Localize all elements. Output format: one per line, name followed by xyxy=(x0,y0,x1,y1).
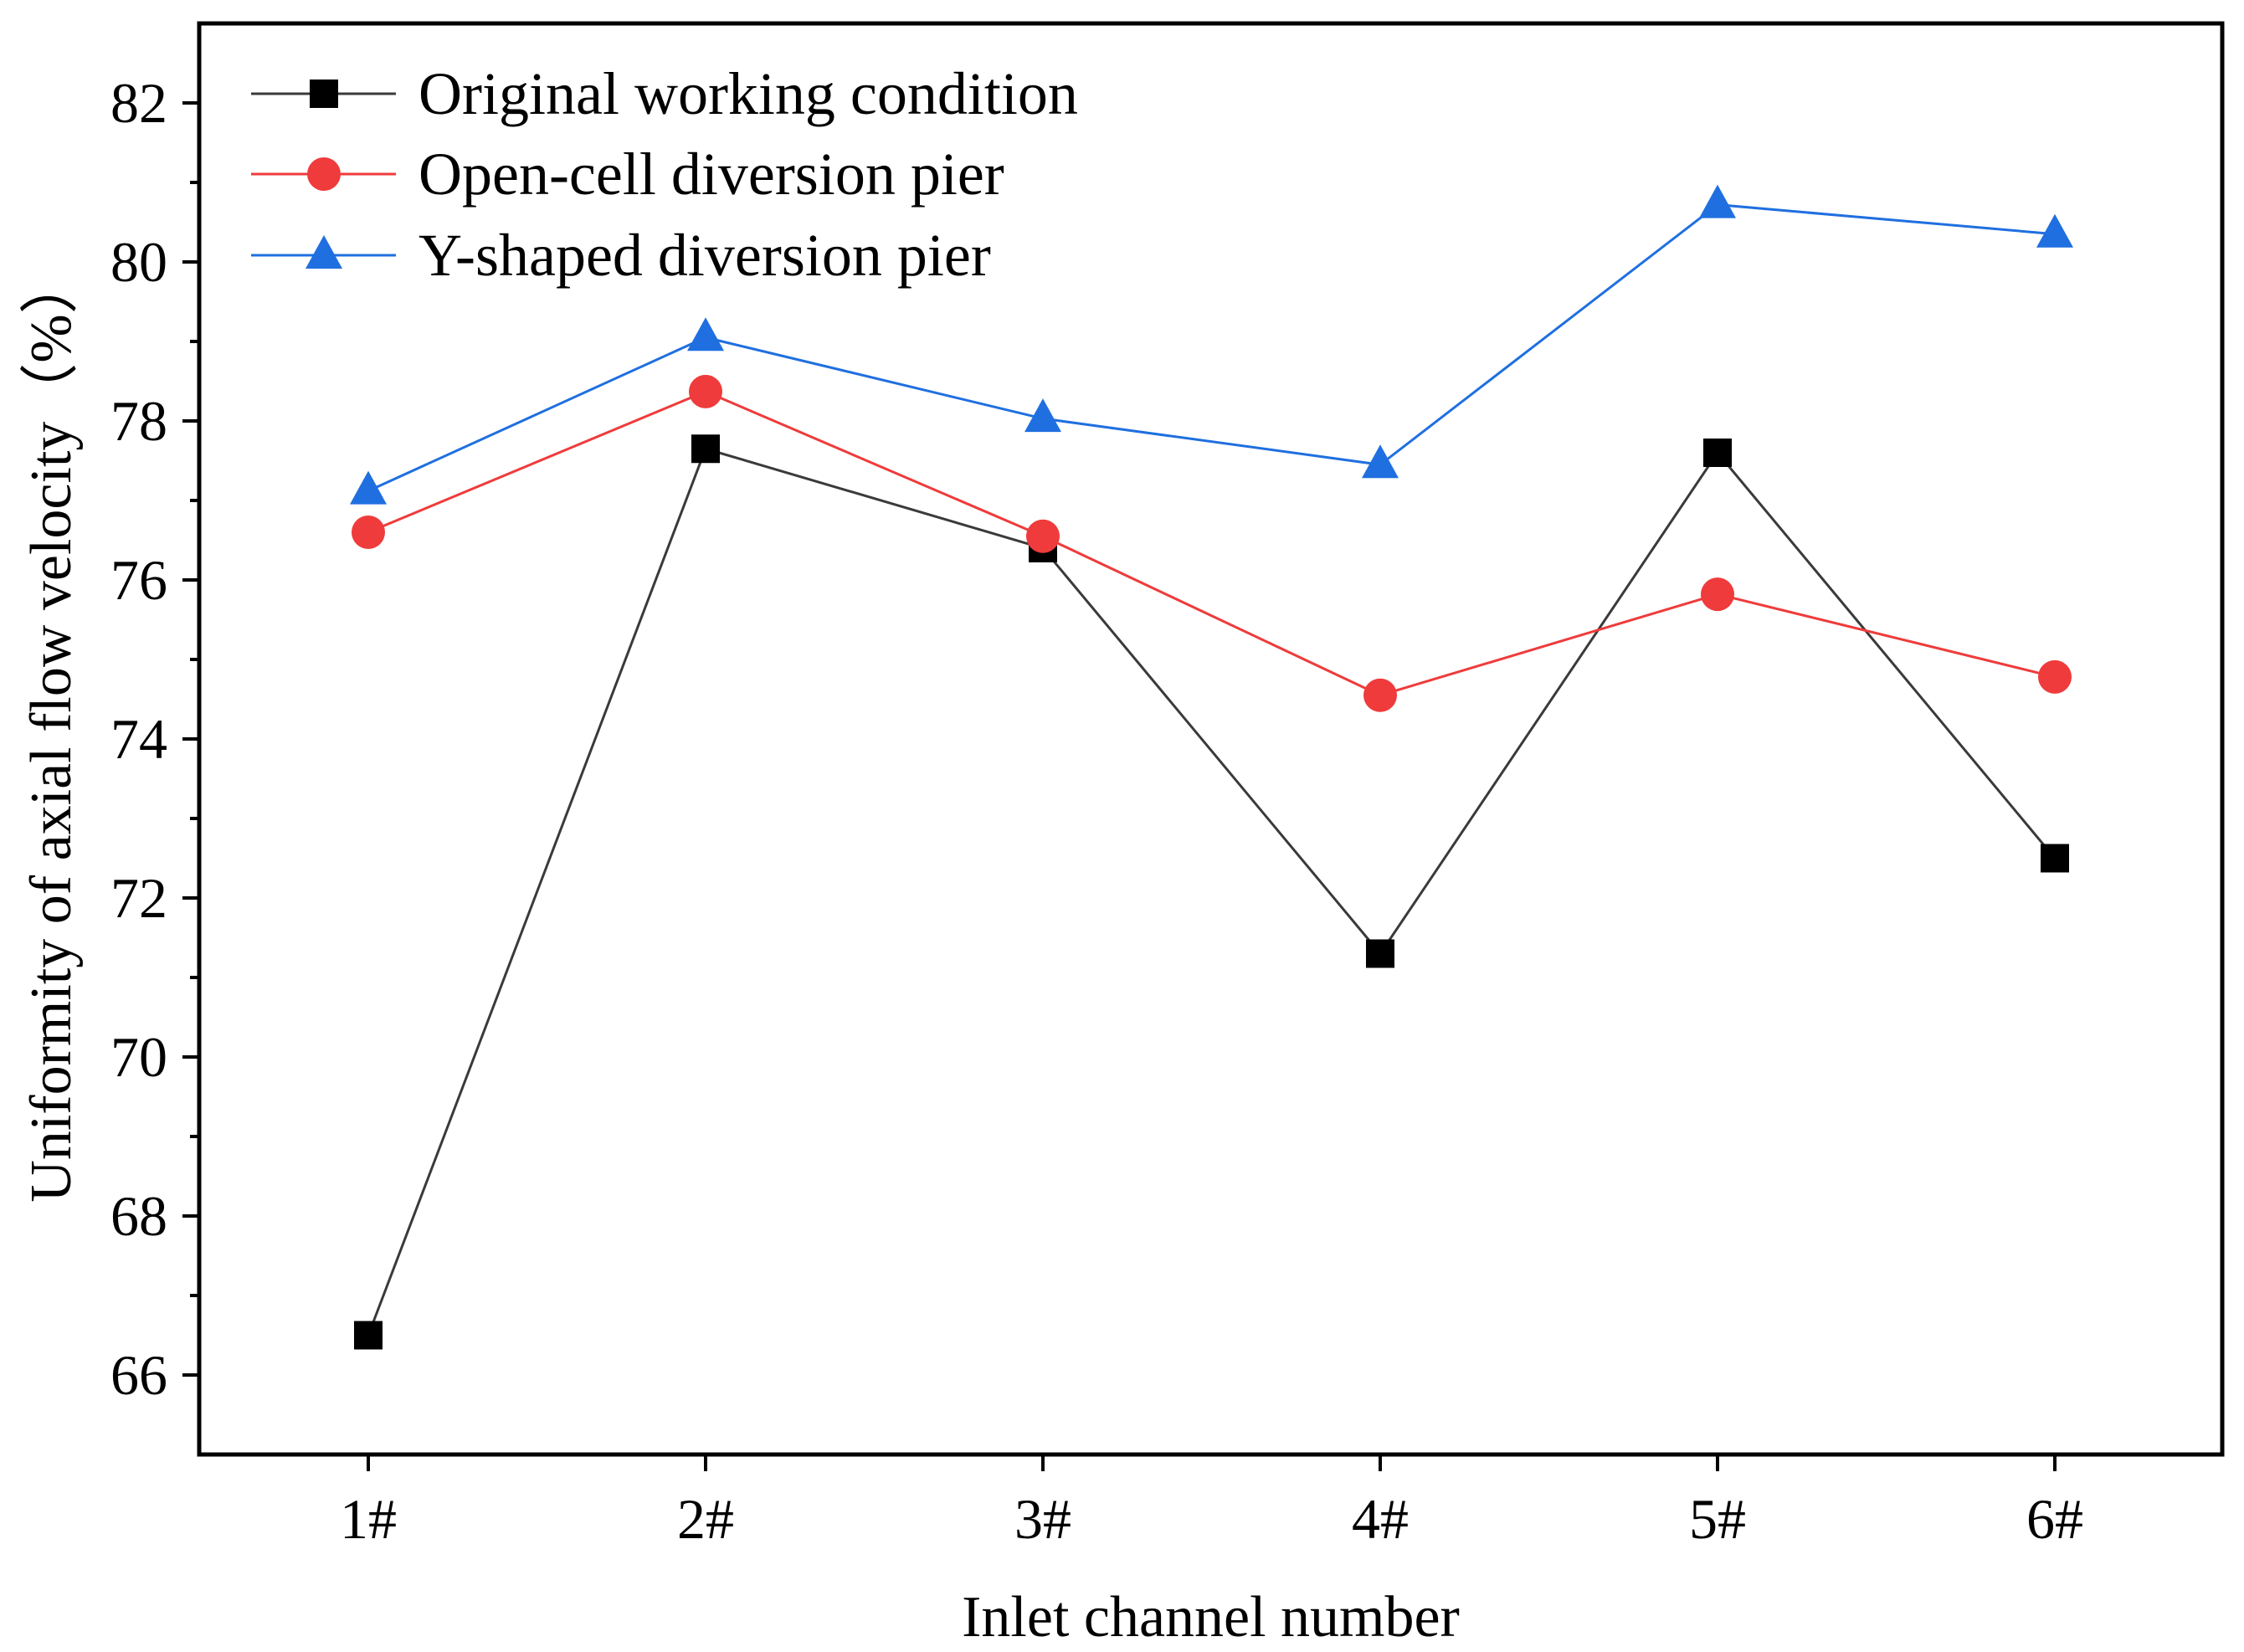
y-tick-label: 68 xyxy=(110,1184,167,1248)
legend: Original working condition Open-cell dive… xyxy=(251,60,1078,289)
data-point-2-5 xyxy=(1701,577,1734,612)
plot-frame xyxy=(197,21,2225,1457)
series-lines xyxy=(367,203,2057,1336)
legend-marker-1 xyxy=(310,80,338,108)
data-point-2-1 xyxy=(352,516,385,549)
series-line-1 xyxy=(367,447,2057,1336)
series-markers xyxy=(350,184,2073,1350)
data-point-1-2 xyxy=(691,434,720,464)
x-tick-label: 2# xyxy=(677,1487,734,1551)
series-line-2 xyxy=(367,390,2056,697)
data-point-1-1 xyxy=(354,1321,383,1350)
legend-marker-2 xyxy=(307,157,341,191)
data-point-3-4 xyxy=(1362,444,1399,479)
x-tick-label: 3# xyxy=(1014,1487,1071,1551)
x-axis-ticks: 1# 2# 3# 4# 5# 6# xyxy=(340,1454,2083,1551)
x-tick-label: 1# xyxy=(340,1487,397,1551)
data-point-3-3 xyxy=(1024,398,1061,433)
data-point-1-5 xyxy=(1703,439,1732,467)
y-axis-title: Uniformity of axial flow velocity（%） xyxy=(19,255,84,1202)
legend-marker-3 xyxy=(306,235,342,269)
x-tick-label: 6# xyxy=(2026,1487,2083,1551)
data-point-1-4 xyxy=(1366,939,1394,968)
data-point-3-6 xyxy=(2036,213,2073,248)
x-tick-label: 4# xyxy=(1352,1487,1409,1551)
legend-label-1: Original working condition xyxy=(419,60,1078,127)
y-tick-label: 70 xyxy=(110,1025,167,1089)
y-tick-label: 74 xyxy=(110,707,167,771)
data-point-3-5 xyxy=(1699,184,1736,218)
data-point-1-6 xyxy=(2041,844,2069,873)
legend-label-3: Y-shaped diversion pier xyxy=(419,222,991,289)
y-tick-label: 82 xyxy=(110,71,167,135)
data-point-3-1 xyxy=(350,470,387,505)
y-tick-label: 66 xyxy=(110,1343,167,1407)
x-axis-title: Inlet channel number xyxy=(962,1585,1460,1649)
y-tick-label: 78 xyxy=(110,389,167,453)
x-tick-label: 5# xyxy=(1689,1487,1746,1551)
data-point-2-3 xyxy=(1026,519,1060,553)
data-point-2-6 xyxy=(2038,659,2072,694)
y-tick-label: 72 xyxy=(110,866,167,930)
y-axis-ticks: 66 68 70 72 74 76 78 80 82 xyxy=(110,71,199,1407)
series-line-3 xyxy=(367,203,2056,492)
data-point-3-2 xyxy=(687,317,724,351)
data-point-2-2 xyxy=(689,374,722,408)
y-tick-label: 80 xyxy=(110,230,167,294)
y-tick-label: 76 xyxy=(110,548,167,612)
legend-label-2: Open-cell diversion pier xyxy=(419,141,1004,208)
data-point-2-4 xyxy=(1363,678,1397,712)
